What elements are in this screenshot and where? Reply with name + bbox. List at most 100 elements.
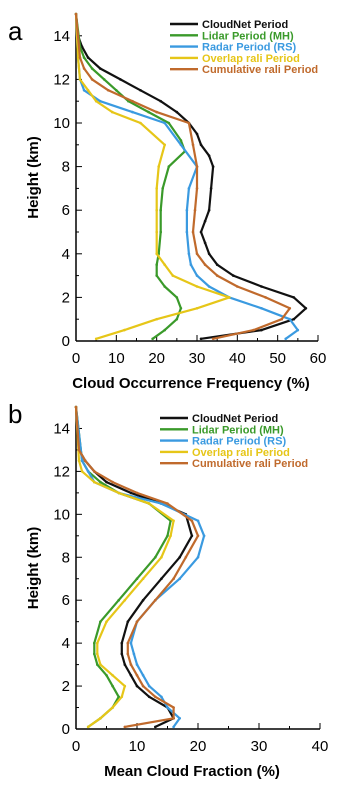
y-tick-label: 2 bbox=[62, 289, 70, 306]
x-tick-label: 40 bbox=[229, 350, 246, 367]
data-point bbox=[123, 663, 127, 666]
data-point bbox=[160, 695, 163, 699]
data-point bbox=[228, 296, 231, 299]
data-point bbox=[280, 317, 284, 321]
data-point bbox=[196, 534, 200, 538]
data-point bbox=[260, 285, 263, 288]
x-tick-label: 10 bbox=[129, 738, 146, 755]
data-point bbox=[163, 121, 166, 125]
data-point bbox=[215, 263, 219, 267]
data-point bbox=[167, 121, 171, 125]
data-point bbox=[135, 620, 139, 623]
data-point bbox=[160, 502, 163, 505]
data-point bbox=[185, 208, 189, 212]
data-point bbox=[135, 684, 139, 688]
data-point bbox=[105, 480, 108, 484]
data-point bbox=[139, 121, 142, 125]
data-point bbox=[120, 652, 124, 656]
x-tick-label: 0 bbox=[72, 738, 80, 755]
legend-label: Cumulative rali Period bbox=[202, 64, 318, 76]
data-point bbox=[147, 695, 151, 699]
data-point bbox=[117, 598, 120, 602]
data-point bbox=[179, 307, 183, 310]
series-line bbox=[74, 406, 193, 728]
data-point bbox=[163, 143, 166, 147]
legend-label: Overlap rali Period bbox=[192, 447, 290, 459]
y-tick-label: 6 bbox=[62, 202, 70, 219]
data-point bbox=[292, 317, 296, 321]
data-point bbox=[264, 296, 267, 299]
y-tick-label: 0 bbox=[62, 721, 70, 738]
data-point bbox=[175, 317, 179, 321]
data-point bbox=[166, 706, 169, 709]
data-point bbox=[155, 187, 158, 190]
data-point bbox=[94, 99, 98, 103]
y-tick-label: 10 bbox=[53, 115, 70, 132]
data-point bbox=[132, 652, 136, 656]
data-point bbox=[190, 519, 194, 523]
data-point bbox=[304, 307, 308, 310]
y-tick-label: 4 bbox=[62, 635, 70, 652]
data-point bbox=[135, 577, 139, 580]
data-point bbox=[179, 143, 183, 147]
series-line bbox=[74, 13, 291, 340]
data-point bbox=[185, 230, 189, 234]
data-point bbox=[111, 674, 114, 677]
data-point bbox=[117, 695, 120, 699]
y-tick-label: 6 bbox=[62, 592, 70, 609]
data-point bbox=[203, 241, 207, 245]
data-point bbox=[232, 274, 235, 277]
data-point bbox=[117, 491, 120, 495]
data-point bbox=[141, 674, 145, 677]
data-point bbox=[119, 78, 122, 81]
x-tick-label: 60 bbox=[310, 350, 327, 367]
data-point bbox=[172, 577, 175, 580]
data-point bbox=[111, 110, 114, 114]
data-point bbox=[96, 652, 99, 656]
data-point bbox=[187, 187, 191, 190]
data-point bbox=[209, 187, 213, 190]
data-point bbox=[135, 663, 139, 666]
data-point bbox=[155, 230, 158, 234]
data-point bbox=[82, 89, 86, 92]
data-point bbox=[129, 491, 133, 495]
x-tick-label: 0 bbox=[72, 350, 80, 367]
panel-letter: a bbox=[8, 16, 23, 46]
data-point bbox=[207, 285, 211, 288]
y-tick-label: 8 bbox=[62, 159, 70, 176]
data-point bbox=[178, 556, 181, 559]
data-point bbox=[195, 274, 199, 277]
data-point bbox=[296, 328, 300, 332]
data-point bbox=[115, 89, 118, 92]
data-point bbox=[157, 165, 160, 168]
data-point bbox=[159, 208, 162, 212]
data-point bbox=[202, 534, 206, 538]
x-tick-label: 10 bbox=[108, 350, 125, 367]
data-point bbox=[141, 598, 145, 602]
data-point bbox=[123, 725, 127, 729]
data-point bbox=[126, 652, 130, 656]
data-point bbox=[163, 263, 166, 267]
y-tick-label: 0 bbox=[62, 333, 70, 350]
data-point bbox=[199, 143, 203, 147]
data-point bbox=[199, 230, 203, 234]
data-point bbox=[207, 252, 211, 256]
data-point bbox=[123, 328, 126, 332]
y-tick-label: 14 bbox=[53, 420, 70, 437]
data-point bbox=[195, 165, 199, 168]
data-point bbox=[211, 165, 215, 168]
data-point bbox=[99, 717, 102, 720]
data-point bbox=[80, 470, 84, 473]
data-point bbox=[147, 684, 151, 688]
data-point bbox=[93, 641, 96, 645]
y-tick-label: 2 bbox=[62, 678, 70, 695]
data-point bbox=[126, 620, 130, 623]
data-point bbox=[86, 56, 90, 59]
x-tick-label: 40 bbox=[312, 738, 329, 755]
data-point bbox=[172, 519, 175, 523]
data-point bbox=[195, 285, 199, 288]
data-point bbox=[98, 99, 102, 103]
data-point bbox=[90, 67, 94, 70]
data-point bbox=[187, 252, 191, 256]
